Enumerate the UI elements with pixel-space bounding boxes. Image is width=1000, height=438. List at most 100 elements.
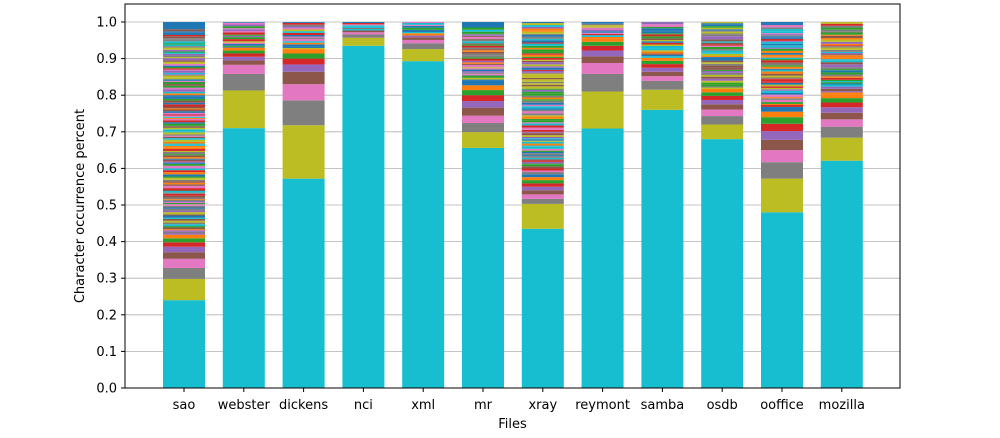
bar-segment: [761, 73, 803, 76]
x-axis-label: Files: [498, 417, 527, 432]
bar-segment: [282, 100, 325, 126]
bar-segment: [163, 70, 205, 73]
bar-segment: [163, 174, 205, 177]
bar-segment: [222, 24, 265, 27]
bar-segment: [521, 25, 564, 27]
bar-segment: [222, 22, 265, 25]
bar-segment: [462, 31, 504, 34]
bar-segment: [342, 28, 385, 30]
bar-segment: [163, 38, 205, 40]
y-tick-label: 0.6: [96, 162, 117, 177]
bar-segment: [462, 72, 504, 74]
bar-segment: [581, 36, 624, 39]
bar-segment: [282, 47, 325, 50]
bar-segment: [820, 76, 863, 78]
bar-segment: [581, 32, 624, 34]
bar-segment: [163, 215, 205, 218]
bar-segment: [701, 26, 744, 28]
bar-segment: [163, 234, 205, 239]
bar-segment: [342, 32, 385, 35]
bar-segment: [163, 61, 205, 64]
bar-segment: [820, 23, 863, 26]
bar-segment: [521, 26, 564, 29]
bar-segment: [581, 23, 624, 26]
bar-segment: [282, 22, 325, 25]
bar-segment: [701, 46, 744, 50]
bar-segment: [761, 66, 803, 69]
bar-segment: [521, 62, 564, 65]
bar-segment: [820, 81, 863, 83]
bar-segment: [701, 24, 744, 27]
bar-segment: [163, 52, 205, 54]
bar-segment: [641, 76, 684, 81]
bar-segment: [701, 57, 744, 60]
bar-segment: [641, 44, 684, 47]
bar-segment: [163, 34, 205, 37]
bar-segment: [521, 33, 564, 35]
bar-segment: [163, 117, 205, 119]
bar-segment: [641, 64, 684, 68]
bar-segment: [222, 34, 265, 36]
bar-segment: [521, 83, 564, 85]
bar-segment: [163, 177, 205, 180]
bar-segment: [163, 267, 205, 279]
bar-segment: [163, 49, 205, 52]
bar-segment: [282, 178, 325, 388]
bar-segment: [521, 133, 564, 136]
bar-segment: [820, 29, 863, 32]
bar-segment: [342, 23, 385, 25]
bar-segment: [163, 46, 205, 48]
bar-segment: [761, 37, 803, 39]
bar-segment: [761, 86, 803, 88]
bar-segment: [163, 278, 205, 301]
bar-segment: [402, 22, 445, 25]
bar-segment: [701, 63, 744, 66]
bar-segment: [521, 115, 564, 117]
y-axis: 0.0 0.1 0.2 0.3 0.4 0.5 0.6 0.7 0.8 0.9 1.0: [96, 16, 125, 397]
bar-segment: [163, 222, 205, 225]
bar-segment: [761, 43, 803, 46]
bar-segment: [641, 54, 684, 57]
bar-segment: [641, 41, 684, 43]
bar-segment: [641, 26, 684, 29]
bar-segment: [521, 86, 564, 89]
bar-segment: [222, 28, 265, 30]
bar-segment: [521, 23, 564, 26]
bar-segment: [581, 25, 624, 27]
bar-segment: [701, 82, 744, 85]
bar-segment: [342, 22, 385, 24]
bar-segment: [163, 201, 205, 204]
bar-segment: [222, 44, 265, 46]
bar-segment: [761, 178, 803, 213]
bar-segment: [163, 125, 205, 127]
bar-segment: [282, 31, 325, 33]
bar-segment: [163, 208, 205, 211]
bar-segment: [521, 102, 564, 105]
bar-segment: [163, 149, 205, 151]
bar-segment: [163, 111, 205, 113]
bar-segment: [163, 108, 205, 110]
bar-segment: [701, 27, 744, 30]
bar-segment: [521, 77, 564, 80]
bar-segment: [163, 106, 205, 109]
bar-segment: [163, 63, 205, 66]
y-tick-label: 0.5: [96, 199, 117, 214]
bar-segment: [641, 56, 684, 58]
bar-segment: [521, 161, 564, 164]
bar-segment: [521, 139, 564, 141]
bar-segment: [820, 45, 863, 47]
bar-segment: [820, 102, 863, 108]
bar-segment: [163, 141, 205, 144]
bar-segment: [761, 23, 803, 25]
bar-segment: [402, 33, 445, 36]
bar-segment: [163, 65, 205, 68]
bar-segment: [163, 200, 205, 202]
bar-segment: [462, 67, 504, 69]
y-tick-label: 0.9: [96, 52, 117, 67]
bar-segment: [701, 80, 744, 83]
bar-segment: [701, 72, 744, 75]
bar-segment: [701, 104, 744, 110]
bar-segment: [701, 67, 744, 70]
bar-segment: [521, 156, 564, 158]
bar-segment: [521, 51, 564, 54]
